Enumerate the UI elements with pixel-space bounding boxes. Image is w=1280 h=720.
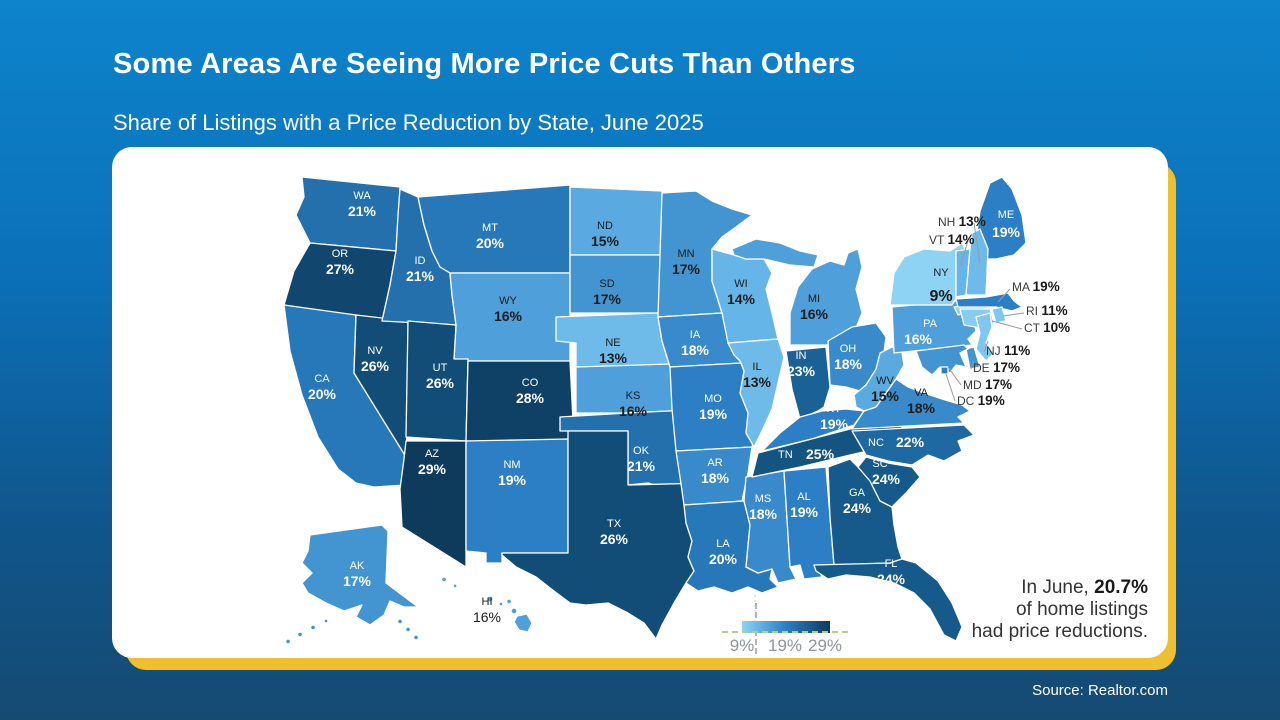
- legend-gradient-bar: [742, 621, 830, 633]
- callout-line-NJ: [983, 340, 989, 353]
- state-FL[interactable]: [813, 558, 963, 642]
- state-SC[interactable]: [857, 456, 921, 508]
- state-CO[interactable]: [465, 360, 575, 442]
- state-SD[interactable]: [569, 254, 665, 314]
- state-WV[interactable]: [853, 346, 905, 412]
- callout-line-MA: [997, 288, 1011, 303]
- state-UT[interactable]: [405, 320, 469, 442]
- callout-line-MD: [947, 366, 962, 386]
- state-MA[interactable]: [955, 292, 1023, 312]
- callout-line-VT: [959, 240, 969, 268]
- state-WY[interactable]: [449, 272, 571, 362]
- legend-baseline-dash: [722, 631, 848, 633]
- state-DC[interactable]: [940, 366, 949, 375]
- callout-line-DE: [970, 360, 975, 370]
- state-MT[interactable]: [417, 184, 571, 274]
- map-legend: 9% 19% 29%: [720, 600, 860, 662]
- callout-label-DC: DC 19%: [957, 393, 1005, 408]
- state-MD[interactable]: [915, 344, 969, 376]
- source-credit: Source: Realtor.com: [1032, 682, 1168, 699]
- callout-line-RI: [1002, 312, 1025, 317]
- callout-line-CT: [991, 320, 1023, 330]
- state-AK[interactable]: [284, 524, 420, 645]
- legend-tick-min: 9%: [729, 636, 755, 655]
- legend-tick-max: 29%: [807, 636, 843, 655]
- page-subtitle: Share of Listings with a Price Reduction…: [113, 110, 704, 135]
- state-ME[interactable]: [973, 176, 1027, 260]
- callout-label-MA: MA 19%: [1012, 279, 1060, 294]
- state-NJ[interactable]: [975, 312, 995, 362]
- callout-label-CT: CT 10%: [1024, 320, 1070, 335]
- state-ND[interactable]: [569, 186, 663, 256]
- annotation-highlight: 20.7%: [1094, 577, 1148, 598]
- callout-line-NH: [973, 222, 981, 264]
- state-NH[interactable]: [965, 228, 989, 296]
- state-IN[interactable]: [785, 346, 831, 420]
- state-AZ[interactable]: [399, 440, 467, 568]
- annotation-callout: In June, 20.7% of home listings had pric…: [972, 577, 1148, 643]
- callout-label-VT: VT 14%: [929, 232, 974, 247]
- state-RI[interactable]: [991, 306, 1007, 324]
- state-WA[interactable]: [295, 176, 401, 252]
- callout-label-MD: MD 17%: [963, 377, 1012, 392]
- page-title: Some Areas Are Seeing More Price Cuts Th…: [113, 48, 856, 80]
- state-value-HI: 16%: [473, 609, 501, 625]
- state-NC[interactable]: [851, 424, 975, 466]
- us-choropleth-map: WA21%OR27%CA20%NV26%ID21%MT20%WY16%UT26%…: [283, 176, 1070, 645]
- state-AR[interactable]: [675, 446, 753, 506]
- callout-line-DC: [945, 373, 956, 402]
- callout-label-RI: RI 11%: [1026, 303, 1068, 318]
- state-NE[interactable]: [555, 312, 671, 368]
- state-AL[interactable]: [783, 466, 835, 580]
- state-HI[interactable]: [440, 576, 533, 633]
- annotation-line2: of home listings: [1015, 599, 1148, 620]
- annotation-line1: In June, 20.7%: [1021, 577, 1148, 598]
- state-IL[interactable]: [727, 338, 785, 448]
- state-DE[interactable]: [965, 346, 981, 370]
- legend-tick-mid: 19%: [767, 636, 803, 655]
- annotation-line3: had price reductions.: [971, 621, 1148, 642]
- state-NM[interactable]: [465, 438, 569, 564]
